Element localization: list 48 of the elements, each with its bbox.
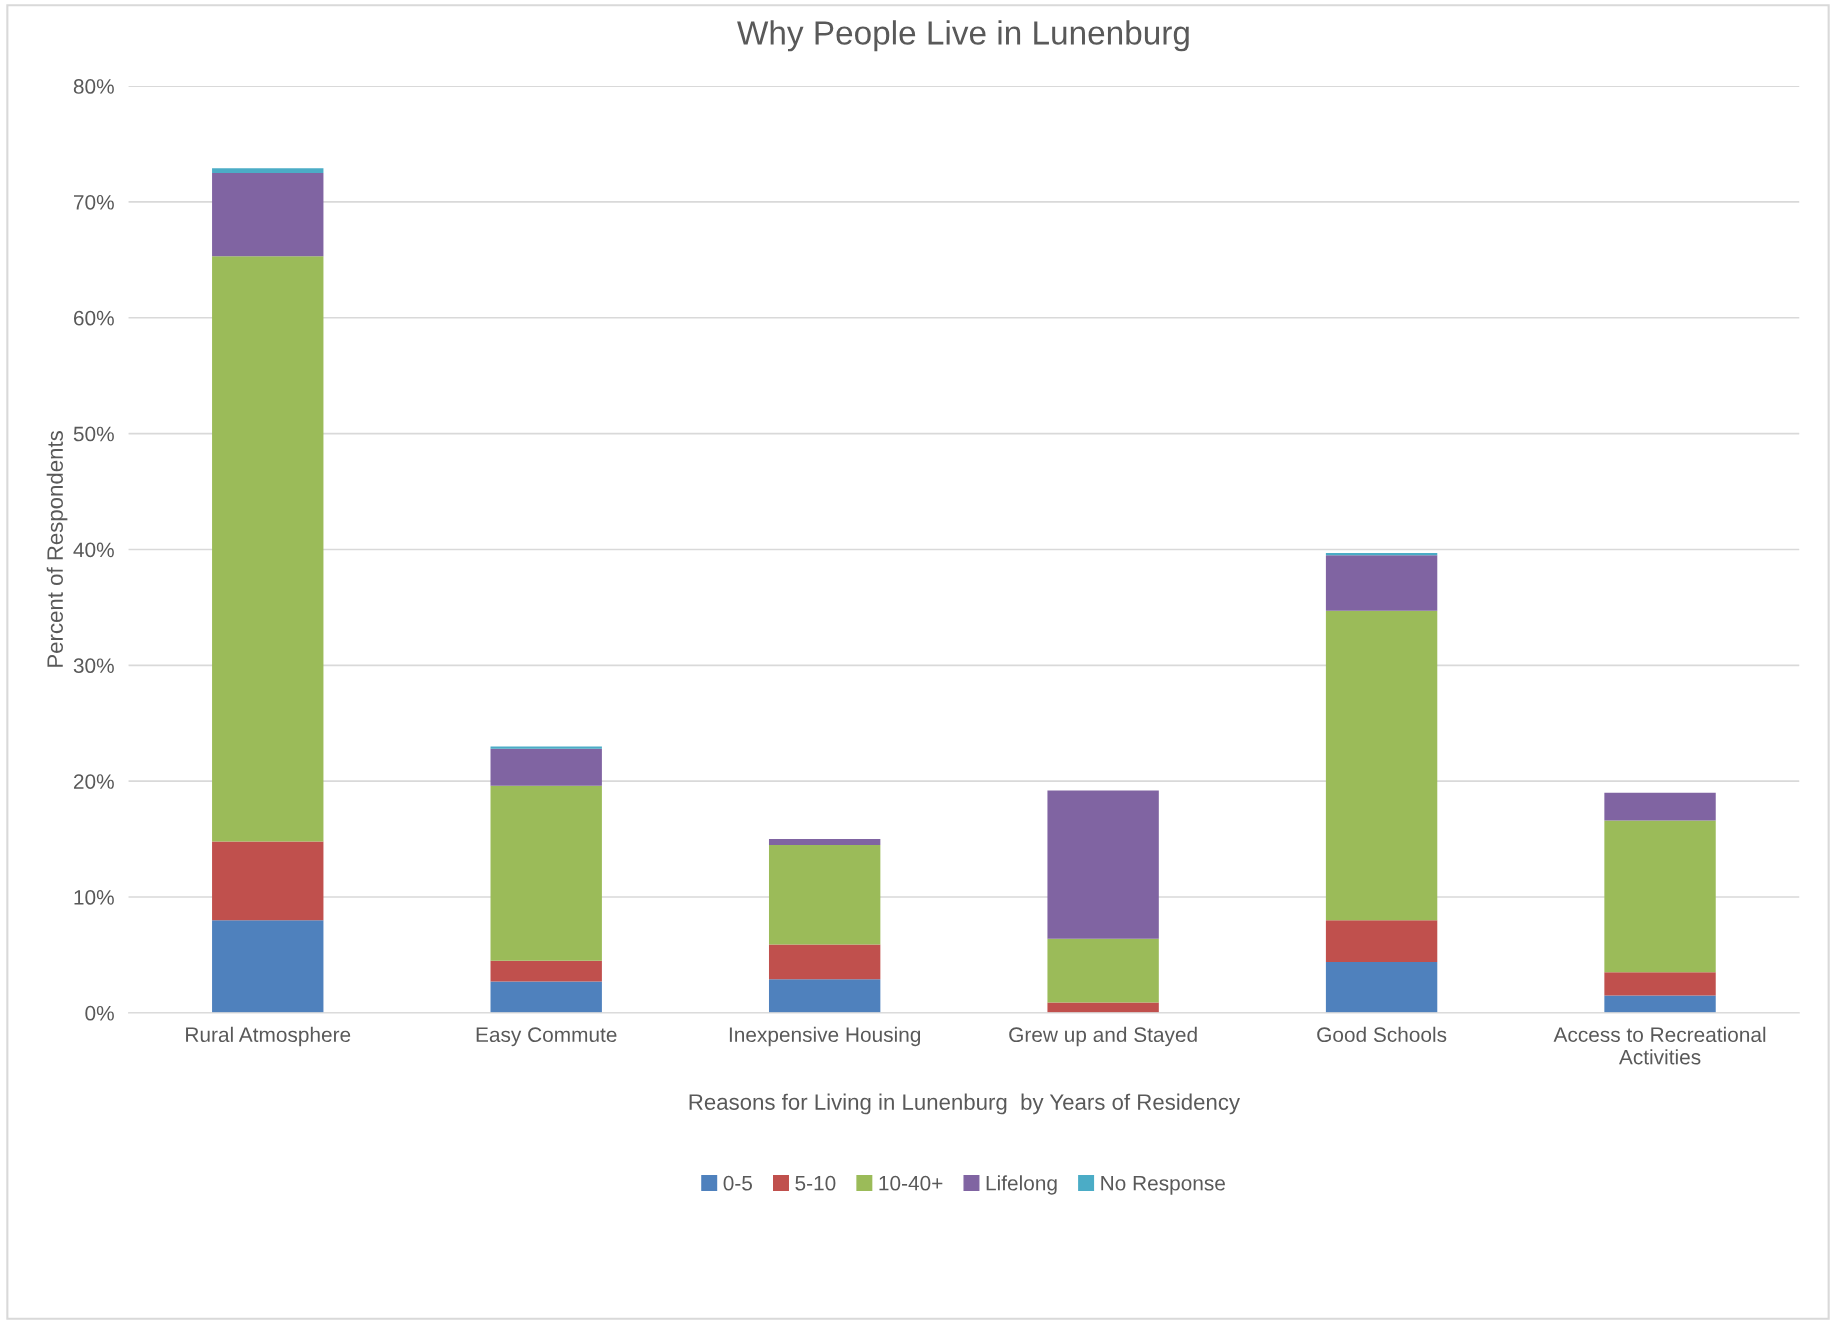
legend-label: No Response (1101, 1176, 1225, 1195)
x-tick-label: Good Schools (1317, 1026, 1447, 1043)
legend-label: 5-10 (795, 1175, 836, 1191)
y-tick-label: 60% (73, 310, 114, 326)
bar (490, 981, 602, 1013)
x-tick-label: Grew up and Stayed (1009, 1026, 1197, 1047)
y-axis-title: Percent of Respondents (46, 431, 68, 667)
x-tick-label: Rural Atmosphere (186, 1026, 351, 1047)
legend-label: 0-5 (723, 1175, 752, 1191)
bar (1325, 610, 1438, 921)
bar (490, 746, 602, 749)
bar (1325, 961, 1438, 1013)
bar (1325, 555, 1438, 611)
y-tick-label: 10% (74, 890, 114, 905)
bar (1047, 1002, 1159, 1013)
bar (1604, 972, 1716, 996)
bar (1047, 790, 1159, 939)
y-tick-label: 0% (85, 1005, 114, 1021)
bar (1325, 920, 1438, 962)
bar (490, 960, 602, 982)
x-axis-title: Reasons for Living in Lunenburg by Years of Residency (689, 1093, 1240, 1115)
x-tick-label: Inexpensive Housing (729, 1026, 921, 1047)
x-tick-label: Access to Recreational Activities (1553, 1026, 1766, 1065)
bar (1604, 995, 1716, 1013)
legend-label: Lifelong (986, 1175, 1057, 1195)
chart-title: Why People Live in Lunenburg (737, 20, 1189, 52)
bar (1604, 792, 1716, 821)
bar (768, 839, 881, 845)
bar (1047, 938, 1159, 1003)
bar (212, 841, 324, 921)
y-tick-label: 80% (73, 79, 114, 94)
y-tick-label: 50% (73, 426, 114, 442)
y-tick-label: 20% (73, 774, 114, 789)
bar (490, 785, 602, 961)
bar (212, 920, 324, 1013)
bar (212, 168, 324, 173)
x-tick-label: Easy Commute (476, 1027, 617, 1047)
y-tick-label: 30% (73, 658, 114, 674)
y-tick-label: 40% (73, 542, 114, 558)
bar (1604, 820, 1716, 973)
bar (212, 256, 324, 842)
bar (768, 979, 881, 1013)
bar (490, 748, 602, 786)
bar (212, 172, 324, 257)
bar (768, 944, 881, 980)
bar (768, 844, 881, 945)
legend-label: 10-40+ (879, 1175, 943, 1191)
y-tick-label: 70% (74, 194, 114, 210)
